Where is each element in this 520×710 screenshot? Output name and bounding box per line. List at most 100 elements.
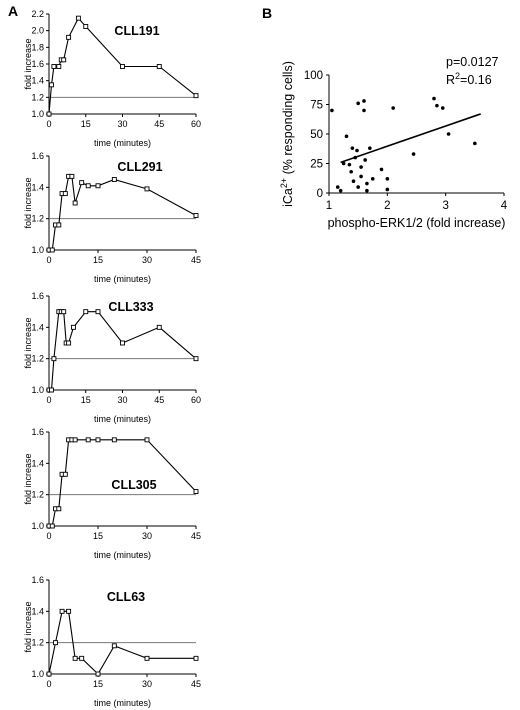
y-tick-label: 2.2 — [31, 9, 44, 19]
x-tick-label: 60 — [191, 395, 201, 405]
scatter-point — [355, 148, 359, 153]
scatter-point — [391, 106, 395, 110]
data-point — [49, 523, 55, 529]
data-point — [144, 655, 150, 661]
data-point — [51, 356, 57, 362]
y-axis-label: fold increase — [23, 177, 33, 228]
data-point — [193, 93, 199, 99]
panel-title: CLL291 — [117, 160, 162, 174]
data-point — [49, 82, 54, 88]
regression-line — [340, 113, 481, 164]
x-tick-label: 15 — [81, 119, 91, 129]
x-tick-label: 30 — [117, 395, 127, 405]
scatter-point — [349, 169, 353, 174]
data-point — [120, 64, 125, 69]
data-point — [111, 643, 117, 649]
x-tick-label: 45 — [191, 679, 201, 689]
scatter-point — [411, 152, 416, 156]
x-axis-label: time (minutes) — [94, 274, 151, 284]
x-tick-label: 15 — [93, 531, 103, 541]
data-point — [46, 671, 52, 677]
scatter-point — [385, 187, 390, 192]
data-point — [72, 200, 78, 206]
scatter-point — [351, 179, 356, 183]
scatter-point — [473, 141, 477, 146]
y-tick-label: 1.2 — [31, 490, 44, 500]
y-axis-label: fold increase — [23, 601, 33, 652]
data-point — [120, 340, 125, 346]
data-point — [71, 324, 76, 330]
data-point — [69, 173, 75, 179]
data-point — [193, 356, 199, 362]
data-point — [193, 655, 199, 661]
x-tick-label: 15 — [93, 679, 103, 689]
y-tick-label: 1.4 — [31, 182, 44, 192]
panel-cll333: 1.0 1.2 1.4 1.6 0 15 30 45 60 CLL333 fold increase… — [23, 291, 201, 424]
y-tick-label: 1.2 — [31, 214, 44, 224]
scatter-point — [335, 185, 340, 189]
scatter-point — [435, 103, 439, 108]
panel-b-scatter: 0 25 50 75 100 1 2 3 4 p=0.0127 R2=0.16 phospho-ERK… — [279, 55, 508, 230]
y-tick-label: 25 — [310, 159, 323, 171]
panel-a-label: A — [8, 3, 18, 19]
y-tick-label: 1.6 — [31, 575, 44, 585]
scatter-point — [350, 146, 355, 150]
x-tick-label: 0 — [46, 255, 51, 265]
panel-title: CLL305 — [111, 478, 156, 492]
data-point — [79, 655, 85, 661]
panel-title: CLL191 — [114, 24, 159, 38]
y-tick-label: 1.0 — [31, 385, 44, 395]
data-point — [156, 324, 162, 330]
scatter-point — [365, 181, 369, 186]
series-line — [48, 17, 197, 115]
data-point — [51, 64, 57, 69]
x-tick-label: 30 — [142, 531, 152, 541]
scatter-point — [432, 96, 436, 101]
data-point — [66, 608, 72, 614]
y-tick-label: 75 — [310, 100, 323, 112]
x-tick-label: 15 — [93, 255, 103, 265]
scatter-point — [341, 161, 346, 166]
y-tick-label: 1.6 — [31, 291, 44, 301]
data-point — [66, 340, 72, 346]
data-point — [56, 506, 62, 512]
x-tick-label: 3 — [442, 200, 448, 212]
data-point — [95, 671, 101, 677]
x-axis-label: time (minutes) — [94, 138, 151, 148]
x-tick-label: 15 — [81, 395, 91, 405]
scatter-point — [363, 158, 367, 162]
y-tick-label: 1.4 — [31, 76, 44, 86]
x-tick-label: 0 — [46, 679, 51, 689]
y-tick-label: 1.2 — [31, 638, 44, 648]
scatter-point — [365, 188, 369, 193]
x-axis-label: time (minutes) — [94, 698, 151, 708]
panel-cll291: 1.0 1.2 1.4 1.6 0 15 30 45 CLL291 fold increase ti… — [23, 151, 201, 284]
data-point — [62, 471, 68, 477]
data-point — [144, 437, 150, 443]
y-tick-label: 1.4 — [31, 606, 44, 616]
y-tick-label: 1.0 — [31, 521, 44, 531]
data-point — [193, 489, 199, 494]
x-tick-label: 30 — [117, 119, 127, 129]
data-point — [49, 387, 54, 393]
scatter-point — [359, 174, 363, 179]
series-line — [49, 311, 197, 391]
y-tick-label: 1.0 — [31, 245, 44, 255]
scatter-point — [356, 101, 360, 106]
data-point — [61, 57, 67, 63]
data-point — [95, 183, 101, 189]
y-tick-label: 1.6 — [31, 59, 44, 69]
x-tick-label: 45 — [154, 395, 164, 405]
data-point — [61, 309, 67, 315]
x-tick-label: 45 — [191, 531, 201, 541]
scatter-point — [338, 188, 343, 193]
scatter-point — [370, 177, 375, 181]
data-point — [49, 247, 55, 253]
data-point — [56, 222, 62, 228]
data-point — [85, 183, 91, 189]
data-point — [144, 186, 150, 192]
data-point — [53, 640, 58, 646]
data-point — [46, 111, 52, 117]
panel-cll305: 1.0 1.2 1.4 1.6 0 15 30 45 CLL305 fold increase ti… — [23, 427, 201, 560]
scatter-point — [368, 146, 372, 150]
